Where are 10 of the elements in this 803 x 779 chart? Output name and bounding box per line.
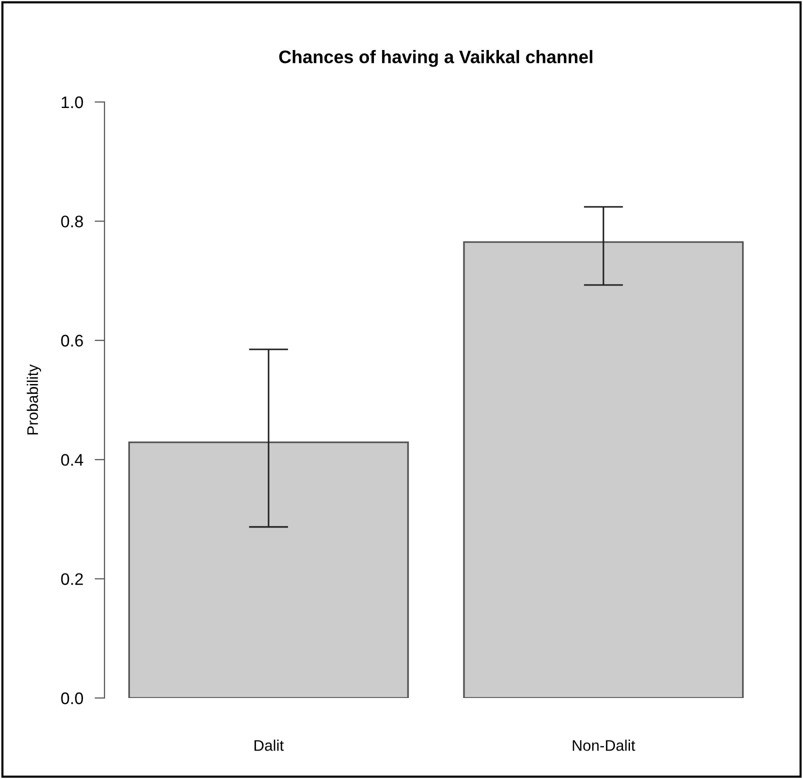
y-tick-label: 1.0: [62, 96, 84, 108]
y-tick-label: 0.4: [61, 454, 84, 466]
y-tick-label: 0.2: [61, 573, 83, 586]
x-tick-label: Non-Dalit: [572, 740, 636, 751]
x-tick-label: Dalit: [254, 740, 284, 751]
y-axis-title: Probability: [26, 364, 42, 434]
y-tick-label: 0.6: [61, 334, 83, 347]
y-tick-label: 0.8: [61, 216, 83, 228]
chart-title: Chances of having a Vaikkal channel: [279, 50, 592, 67]
y-tick-label: 0.0: [61, 692, 84, 704]
